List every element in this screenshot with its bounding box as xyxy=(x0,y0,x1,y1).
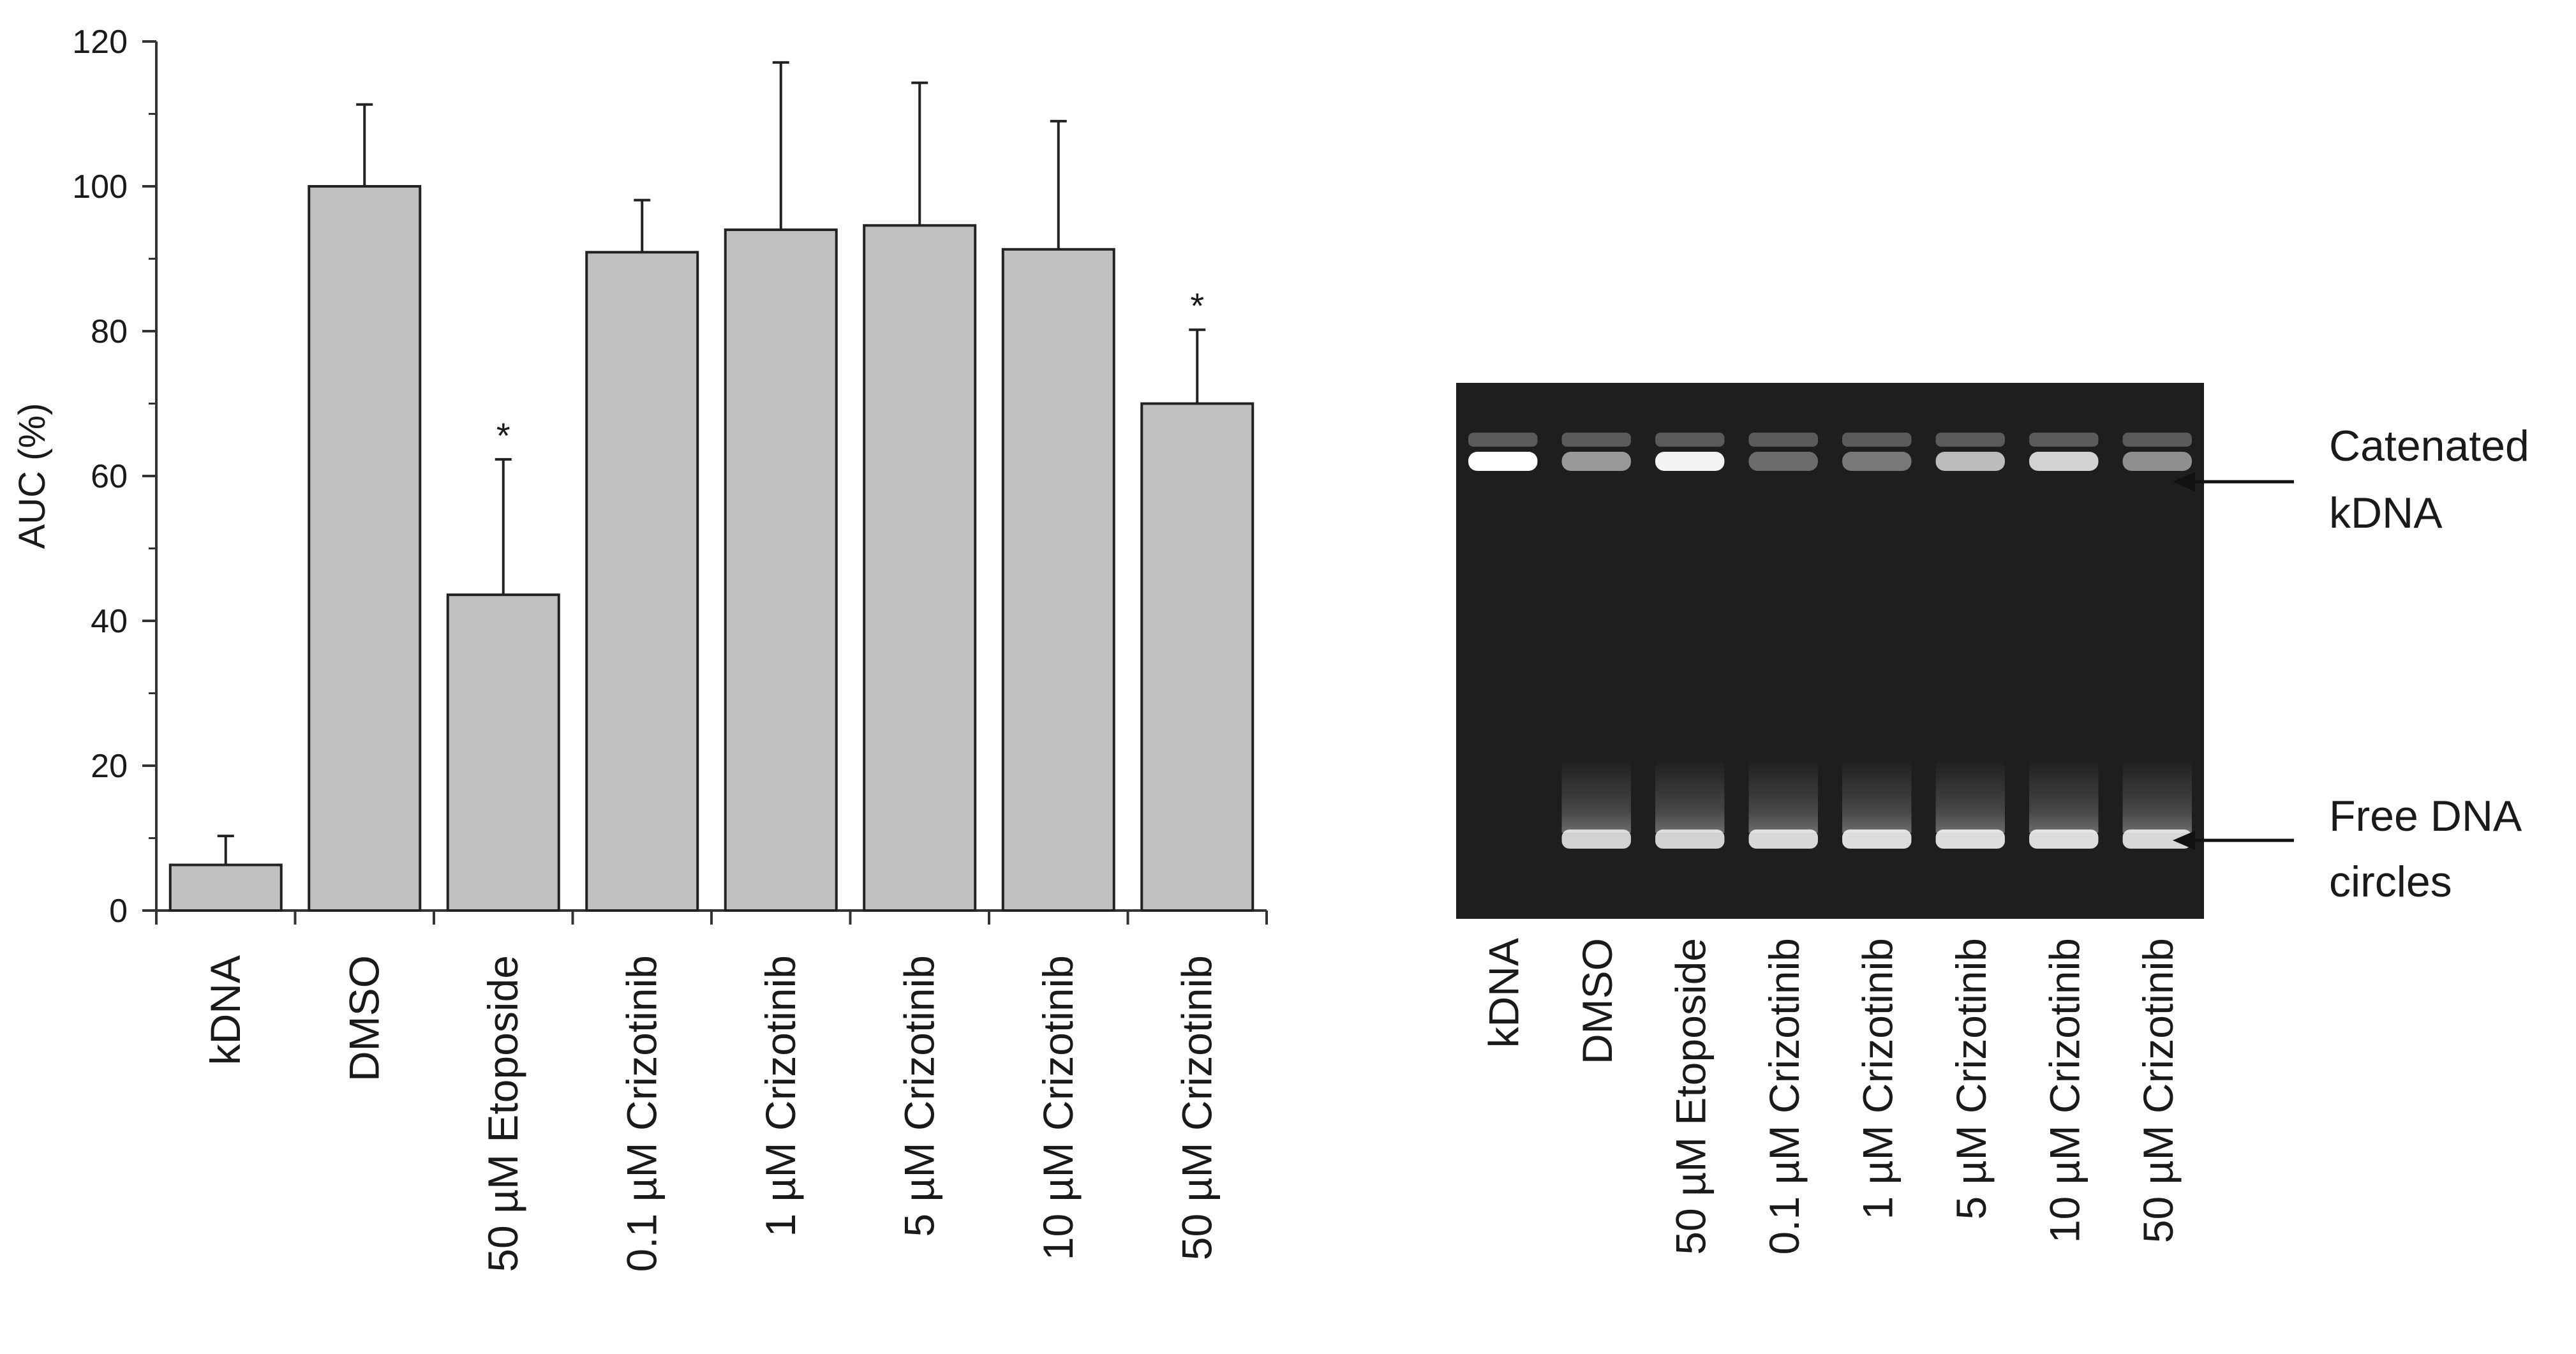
catenated-arrowhead-icon xyxy=(2173,472,2195,491)
free-label-line1: Free DNA xyxy=(2329,792,2522,840)
gel-well xyxy=(1655,433,1725,447)
gel-well xyxy=(2122,433,2192,447)
y-tick-label: 20 xyxy=(91,748,128,785)
free-dna-band xyxy=(1655,830,1725,849)
y-tick-label: 40 xyxy=(91,603,128,640)
gel-lane-label: DMSO xyxy=(1574,938,1621,1064)
category-label: 50 µM Crizotinib xyxy=(1173,955,1220,1260)
gel-lane-label: 50 µM Etoposide xyxy=(1667,938,1714,1255)
gel-well xyxy=(1468,433,1538,447)
category-label: 1 µM Crizotinib xyxy=(757,955,804,1237)
gel-lane-label: 1 µM Crizotinib xyxy=(1854,938,1901,1219)
gel-lane-labels: kDNA DMSO 50 µM Etoposide 0.1 µM Crizotinib… xyxy=(1480,938,2182,1255)
bar xyxy=(1001,248,1115,912)
gel-lane-label: kDNA xyxy=(1480,938,1527,1048)
category-label: 50 µM Etoposide xyxy=(479,955,526,1272)
gel-bands xyxy=(1468,433,2192,849)
free-dna-band xyxy=(2122,830,2192,849)
y-tick-label: 0 xyxy=(109,893,128,930)
bar xyxy=(724,228,838,912)
gel-well xyxy=(1748,433,1818,447)
category-label: 5 µM Crizotinib xyxy=(895,955,942,1237)
catenated-label-line2: kDNA xyxy=(2329,489,2443,537)
free-label-line2: circles xyxy=(2329,858,2452,906)
catenated-band xyxy=(1468,452,1538,471)
y-tick-label: 60 xyxy=(91,458,128,495)
bar xyxy=(863,224,977,912)
free-dna-smear xyxy=(1935,759,2005,833)
error-bars xyxy=(217,61,1206,865)
free-dna-smear xyxy=(2122,759,2192,833)
bar xyxy=(585,251,699,912)
gel-lane-label: 50 µM Crizotinib xyxy=(2134,938,2182,1243)
category-labels: kDNA DMSO 50 µM Etoposide 0.1 µM Crizotinib… xyxy=(202,955,1221,1272)
significance-markers: ** xyxy=(496,286,1204,456)
free-dna-smear xyxy=(1655,759,1725,833)
catenated-band xyxy=(1935,452,2005,471)
free-dna-smear xyxy=(1561,759,1631,833)
category-label: 0.1 µM Crizotinib xyxy=(618,955,665,1272)
catenated-annotation: Catenated kDNA xyxy=(2173,422,2529,537)
bar xyxy=(308,185,422,912)
y-tick-label: 120 xyxy=(72,24,128,61)
free-dna-smear xyxy=(1748,759,1818,833)
y-ticks: 0 20 40 60 80 100 120 xyxy=(72,24,1268,930)
catenated-band xyxy=(1842,452,1912,471)
free-dna-smear xyxy=(1842,759,1912,833)
category-label: DMSO xyxy=(340,955,387,1082)
free-arrowhead-icon xyxy=(2173,831,2195,850)
catenated-label-line1: Catenated xyxy=(2329,422,2529,470)
free-dna-band xyxy=(1935,830,2005,849)
free-dna-band xyxy=(1842,830,1912,849)
catenated-band xyxy=(1748,452,1818,471)
free-dna-band xyxy=(2029,830,2099,849)
gel-panel: kDNA DMSO 50 µM Etoposide 0.1 µM Crizotinib… xyxy=(1456,383,2529,1255)
catenated-band xyxy=(1655,452,1725,471)
gel-lane-label: 0.1 µM Crizotinib xyxy=(1761,938,1808,1255)
y-axis-title: AUC (%) xyxy=(11,403,53,549)
gel-lane-label: 5 µM Crizotinib xyxy=(1947,938,1995,1219)
bar xyxy=(446,593,560,912)
free-annotation: Free DNA circles xyxy=(2173,792,2522,906)
category-label: kDNA xyxy=(202,955,249,1065)
category-label: 10 µM Crizotinib xyxy=(1034,955,1082,1260)
free-dna-band xyxy=(1561,830,1631,849)
catenated-band xyxy=(2029,452,2099,471)
significance-star: * xyxy=(496,415,510,456)
catenated-band xyxy=(1561,452,1631,471)
significance-star: * xyxy=(1190,286,1204,326)
y-tick-label: 80 xyxy=(91,313,128,350)
free-dna-band xyxy=(1748,830,1818,849)
bars xyxy=(168,185,1254,912)
gel-lane-label: 10 µM Crizotinib xyxy=(2041,938,2088,1243)
bar xyxy=(168,863,283,912)
catenated-band xyxy=(2122,452,2192,471)
gel-well xyxy=(1842,433,1912,447)
gel-well xyxy=(2029,433,2099,447)
gel-well xyxy=(1935,433,2005,447)
gel-well xyxy=(1561,433,1631,447)
y-tick-label: 100 xyxy=(72,168,128,205)
free-dna-smear xyxy=(2029,759,2099,833)
bar xyxy=(1140,402,1254,912)
